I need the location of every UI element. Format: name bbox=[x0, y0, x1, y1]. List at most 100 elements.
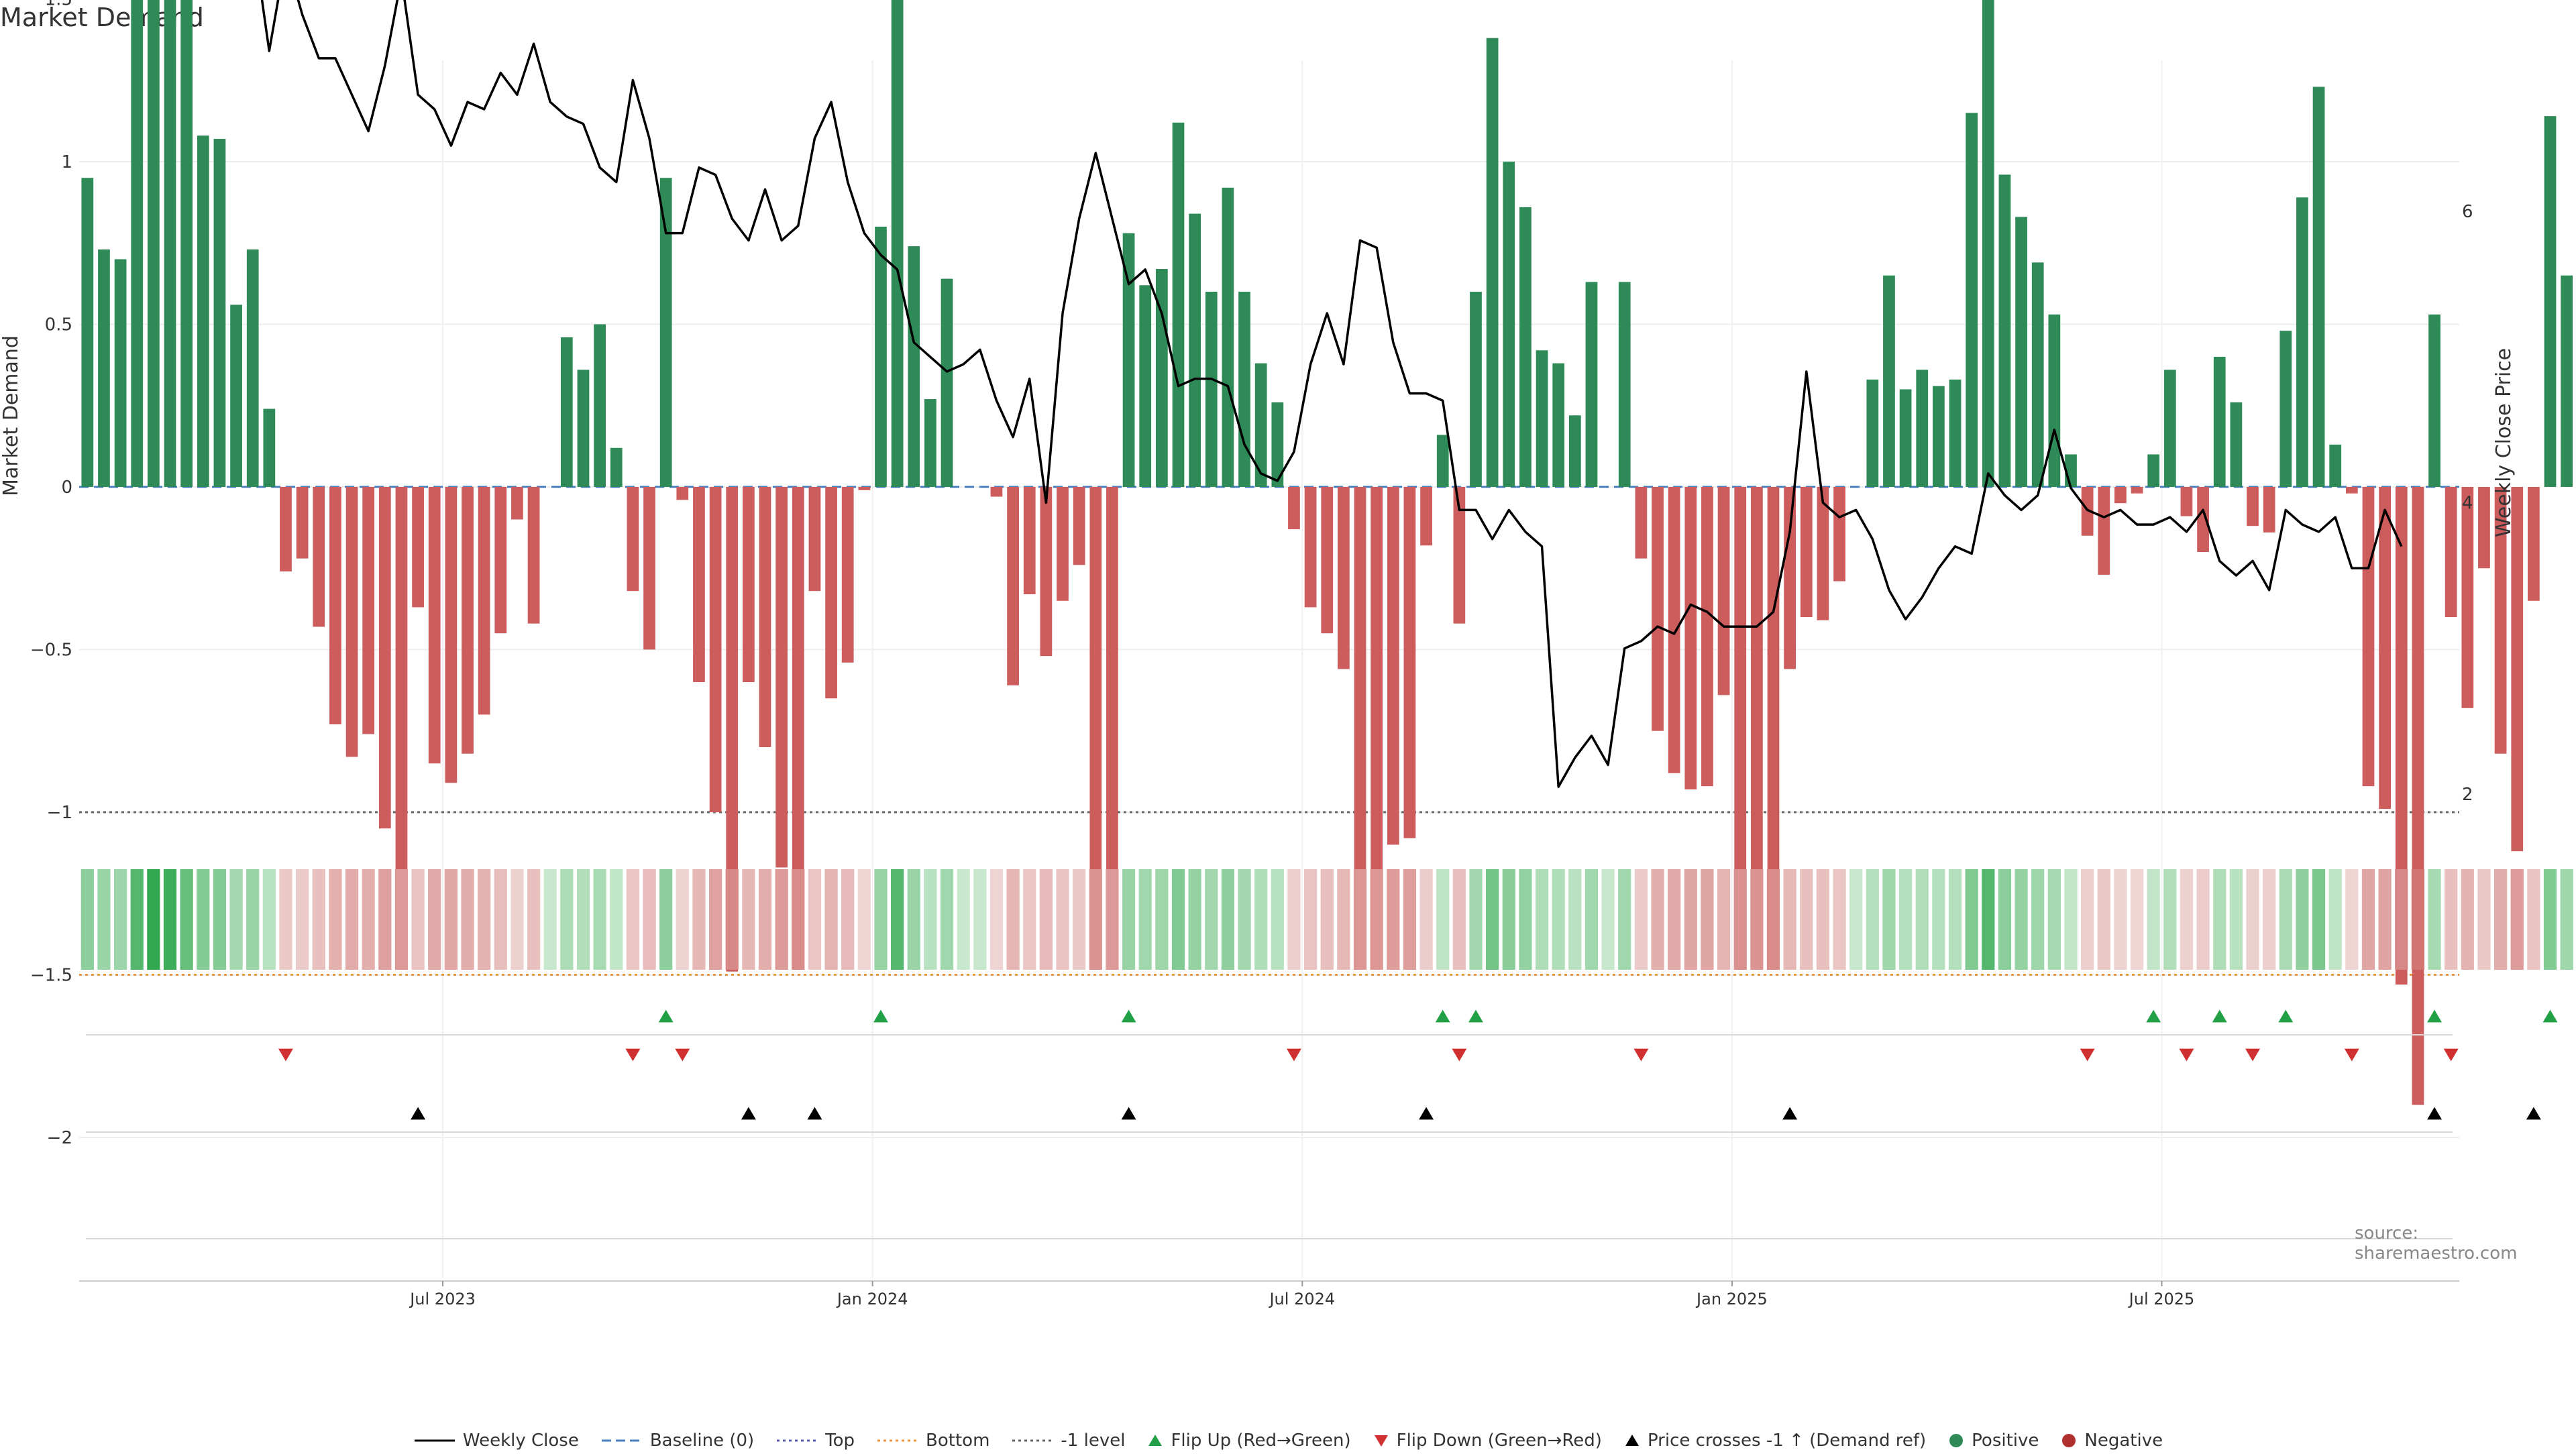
demand-bar bbox=[908, 246, 920, 487]
demand-bar bbox=[1800, 487, 1813, 617]
flip-up-marker bbox=[1468, 1009, 1483, 1023]
demand-bar bbox=[1568, 415, 1581, 487]
flip-down-marker bbox=[625, 1048, 641, 1062]
demand-bar bbox=[709, 487, 722, 812]
demand-bar bbox=[345, 487, 358, 757]
demand-bar bbox=[1338, 487, 1350, 669]
heat-cell bbox=[2411, 869, 2425, 970]
demand-bar bbox=[1866, 379, 1879, 487]
demand-bar bbox=[1436, 435, 1449, 487]
flip-down-marker bbox=[2245, 1048, 2261, 1062]
heat-cell bbox=[527, 869, 541, 970]
y-axis-left: 2.521.510.50−0.5−1−1.5−2 bbox=[30, 0, 72, 1148]
heat-cell bbox=[1502, 869, 1515, 970]
heat-cell bbox=[593, 869, 606, 970]
legend-item: Bottom bbox=[876, 1431, 989, 1451]
y-tick-label: −1.5 bbox=[30, 966, 72, 986]
demand-bar bbox=[197, 135, 209, 487]
y-tick-label: 1 bbox=[61, 152, 72, 172]
y-axis-right: 12108642 bbox=[2462, 202, 2473, 805]
demand-bar bbox=[329, 487, 341, 725]
heat-cell bbox=[262, 869, 276, 970]
demand-bar bbox=[2494, 487, 2507, 754]
demand-bar bbox=[1254, 363, 1267, 487]
legend-item: -1 level bbox=[1011, 1431, 1125, 1451]
demand-bar bbox=[1470, 292, 1482, 487]
heat-cell bbox=[1932, 869, 1945, 970]
x-tick-label: Jul 2023 bbox=[409, 1290, 476, 1308]
legend-label: Baseline (0) bbox=[649, 1431, 755, 1451]
heat-cell bbox=[1982, 869, 1995, 970]
demand-bar bbox=[131, 0, 144, 488]
demand-bar bbox=[2048, 314, 2061, 487]
demand-bar bbox=[2362, 487, 2375, 787]
demand-bar bbox=[2147, 454, 2160, 487]
source-note: source: sharemaestro.com bbox=[2355, 1223, 2518, 1264]
legend-swatch bbox=[1625, 1435, 1639, 1446]
heat-cell bbox=[2461, 869, 2474, 970]
heat-cell bbox=[543, 869, 557, 970]
heat-cell bbox=[560, 869, 574, 970]
legend-label: Weekly Close bbox=[462, 1431, 579, 1451]
heat-cell bbox=[1387, 869, 1400, 970]
heat-cell bbox=[1866, 869, 1879, 970]
heat-cell bbox=[1303, 869, 1318, 970]
y-axis-label: Market Demand bbox=[0, 335, 23, 496]
heat-cell bbox=[130, 869, 144, 970]
demand-bar bbox=[1784, 487, 1796, 669]
legend-swatch bbox=[601, 1439, 642, 1442]
demand-bar bbox=[1701, 487, 1713, 787]
heat-cell bbox=[1221, 869, 1235, 970]
legend-item: Top bbox=[775, 1431, 855, 1451]
demand-bar bbox=[428, 487, 441, 764]
legend-swatch bbox=[1148, 1435, 1163, 1446]
y-tick-label: 1.5 bbox=[45, 0, 72, 10]
heat-cell bbox=[692, 869, 706, 970]
flip-down-marker bbox=[1452, 1048, 1467, 1062]
legend-label: Price crosses -1 ↑ (Demand ref) bbox=[1647, 1431, 1927, 1451]
demand-bar bbox=[2081, 487, 2094, 536]
heat-cell bbox=[610, 869, 623, 970]
heat-cell bbox=[2445, 869, 2458, 970]
heat-cell bbox=[2345, 869, 2359, 970]
legend-item: Baseline (0) bbox=[600, 1431, 754, 1451]
demand-bar bbox=[98, 249, 110, 487]
heat-cell bbox=[725, 869, 739, 970]
y-tick-label: −1 bbox=[47, 803, 72, 823]
heat-cell bbox=[1668, 869, 1681, 970]
heat-cell bbox=[1882, 869, 1896, 970]
heat-cell bbox=[907, 869, 920, 970]
legend-item: Flip Up (Red→Green) bbox=[1146, 1431, 1351, 1451]
heat-cell bbox=[2064, 869, 2078, 970]
heat-cell bbox=[444, 869, 458, 970]
heat-cell bbox=[1915, 869, 1929, 970]
heat-cell bbox=[279, 869, 292, 970]
demand-bar bbox=[1618, 282, 1631, 487]
demand-bar bbox=[378, 487, 391, 829]
demand-bar bbox=[1205, 292, 1218, 487]
demand-bar bbox=[230, 304, 242, 487]
heat-cell bbox=[1452, 869, 1466, 970]
demand-bar bbox=[759, 487, 771, 747]
demand-bar bbox=[1288, 487, 1300, 530]
demand-bar bbox=[2461, 487, 2474, 708]
heat-cell bbox=[1419, 869, 1433, 970]
demand-bar bbox=[1057, 487, 1069, 601]
demand-bar bbox=[2031, 262, 2044, 487]
heat-cell bbox=[924, 869, 937, 970]
flip-down-marker bbox=[2080, 1048, 2095, 1062]
legend-item: Weekly Close bbox=[413, 1431, 579, 1451]
heat-cell bbox=[758, 869, 772, 970]
heat-cell bbox=[2527, 869, 2540, 970]
heat-cell bbox=[2180, 869, 2194, 970]
demand-bar bbox=[2163, 370, 2176, 487]
heat-cell bbox=[1171, 869, 1185, 970]
heat-cell bbox=[1701, 869, 1714, 970]
heat-cell bbox=[296, 869, 309, 970]
demand-bar bbox=[2445, 487, 2457, 617]
heat-cell bbox=[2114, 869, 2127, 970]
heat-cell bbox=[1750, 869, 1764, 970]
demand-bar bbox=[2329, 444, 2342, 487]
heat-cell bbox=[2560, 869, 2573, 970]
demand-bar bbox=[858, 487, 871, 490]
